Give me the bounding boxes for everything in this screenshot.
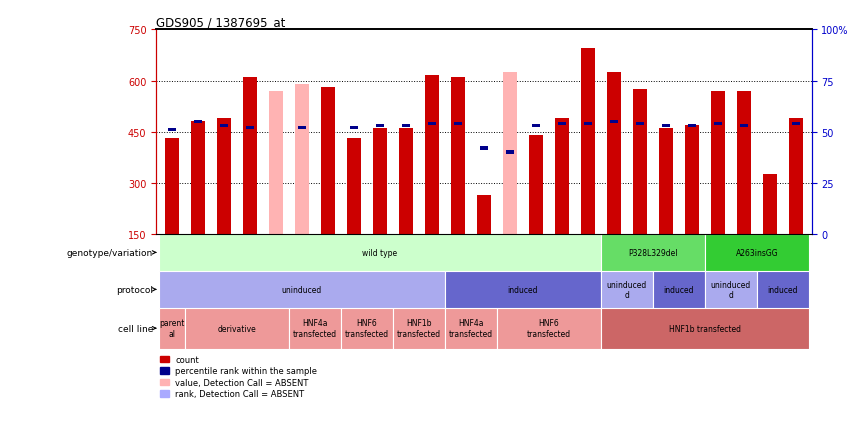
Text: HNF1b
transfected: HNF1b transfected <box>397 319 441 338</box>
Bar <box>705 271 757 308</box>
Bar <box>705 234 809 271</box>
Bar <box>428 122 436 126</box>
Bar <box>295 85 309 234</box>
Bar <box>496 308 601 349</box>
Bar <box>445 308 496 349</box>
Bar <box>194 121 201 124</box>
Bar <box>737 92 751 234</box>
Bar <box>532 125 540 128</box>
Bar <box>168 128 176 132</box>
Bar <box>159 308 185 349</box>
Bar <box>246 127 253 130</box>
Bar <box>185 308 289 349</box>
Text: induced: induced <box>508 285 538 294</box>
Bar <box>792 122 800 126</box>
Bar <box>763 175 777 234</box>
Bar <box>653 271 705 308</box>
Bar <box>659 129 673 234</box>
Bar <box>220 125 227 128</box>
Bar <box>789 119 803 234</box>
Legend: count, percentile rank within the sample, value, Detection Call = ABSENT, rank, : count, percentile rank within the sample… <box>161 355 318 398</box>
Bar <box>159 271 445 308</box>
Text: A263insGG: A263insGG <box>736 248 779 257</box>
Text: HNF4a
transfected: HNF4a transfected <box>293 319 337 338</box>
Bar <box>165 139 179 234</box>
Bar <box>740 125 748 128</box>
Text: P328L329del: P328L329del <box>628 248 678 257</box>
Bar <box>424 76 439 234</box>
Bar <box>711 92 725 234</box>
Bar <box>341 308 393 349</box>
Bar <box>506 151 514 155</box>
Bar <box>555 119 569 234</box>
Text: induced: induced <box>664 285 694 294</box>
Bar <box>714 122 722 126</box>
Bar <box>685 125 699 234</box>
Bar <box>662 125 670 128</box>
Bar <box>217 119 231 234</box>
Bar <box>633 90 648 234</box>
Text: GDS905 / 1387695_at: GDS905 / 1387695_at <box>156 16 286 29</box>
Bar <box>607 73 621 234</box>
Text: HNF6
transfected: HNF6 transfected <box>345 319 389 338</box>
Bar <box>445 271 601 308</box>
Text: uninduced: uninduced <box>282 285 322 294</box>
Bar <box>350 127 358 130</box>
Bar <box>393 308 445 349</box>
Bar <box>757 271 809 308</box>
Text: uninduced
d: uninduced d <box>711 280 751 299</box>
Text: HNF4a
transfected: HNF4a transfected <box>449 319 493 338</box>
Bar <box>398 129 413 234</box>
Bar <box>454 122 462 126</box>
Text: HNF1b transfected: HNF1b transfected <box>669 324 741 333</box>
Bar <box>688 125 696 128</box>
Bar <box>372 129 387 234</box>
Text: cell line: cell line <box>117 324 153 333</box>
Bar <box>581 49 595 234</box>
Bar <box>558 122 566 126</box>
Bar <box>480 147 488 151</box>
Text: induced: induced <box>767 285 799 294</box>
Bar <box>529 136 543 234</box>
Bar <box>289 308 341 349</box>
Bar <box>298 127 306 130</box>
Bar <box>477 195 491 234</box>
Bar <box>402 125 410 128</box>
Text: derivative: derivative <box>218 324 256 333</box>
Bar <box>636 122 644 126</box>
Text: wild type: wild type <box>362 248 398 257</box>
Bar <box>601 271 653 308</box>
Bar <box>320 88 335 234</box>
Text: parent
al: parent al <box>159 319 185 338</box>
Bar <box>159 234 601 271</box>
Bar <box>601 234 705 271</box>
Bar <box>503 73 517 234</box>
Bar <box>610 121 618 124</box>
Bar <box>584 122 592 126</box>
Bar <box>191 122 205 234</box>
Bar <box>450 78 465 234</box>
Text: genotype/variation: genotype/variation <box>67 248 153 257</box>
Bar <box>376 125 384 128</box>
Bar <box>269 92 283 234</box>
Bar <box>601 308 809 349</box>
Text: protocol: protocol <box>116 285 153 294</box>
Bar <box>243 78 257 234</box>
Text: uninduced
d: uninduced d <box>607 280 647 299</box>
Text: HNF6
transfected: HNF6 transfected <box>527 319 571 338</box>
Bar <box>346 139 361 234</box>
